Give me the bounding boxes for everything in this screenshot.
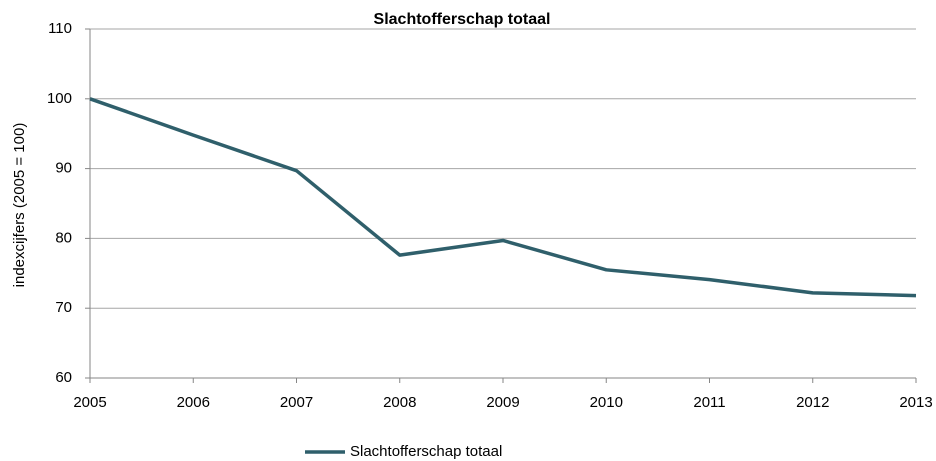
- series-line: [89, 97, 917, 298]
- x-tick-label: 2007: [280, 394, 313, 411]
- y-tick-label: 100: [47, 90, 72, 107]
- y-tick-label: 60: [55, 369, 72, 386]
- x-tick-label: 2010: [590, 394, 623, 411]
- x-tick-label: 2011: [693, 394, 725, 411]
- chart-title: Slachtofferschap totaal: [374, 11, 551, 28]
- y-axis-label: indexcijfers (2005 = 100): [11, 123, 28, 288]
- x-tick-label: 2012: [796, 394, 829, 411]
- x-tick-label: 2005: [73, 394, 106, 411]
- y-tick-label: 90: [55, 160, 72, 177]
- x-tick-label: 2013: [899, 394, 932, 411]
- y-tick-label: 80: [55, 229, 72, 246]
- y-tick-label: 110: [48, 20, 72, 37]
- x-tick-label: 2008: [383, 394, 416, 411]
- x-tick-label: 2006: [177, 394, 210, 411]
- y-tick-label: 70: [55, 299, 72, 316]
- legend-label: Slachtofferschap totaal: [350, 443, 502, 460]
- x-tick-label: 2009: [486, 394, 519, 411]
